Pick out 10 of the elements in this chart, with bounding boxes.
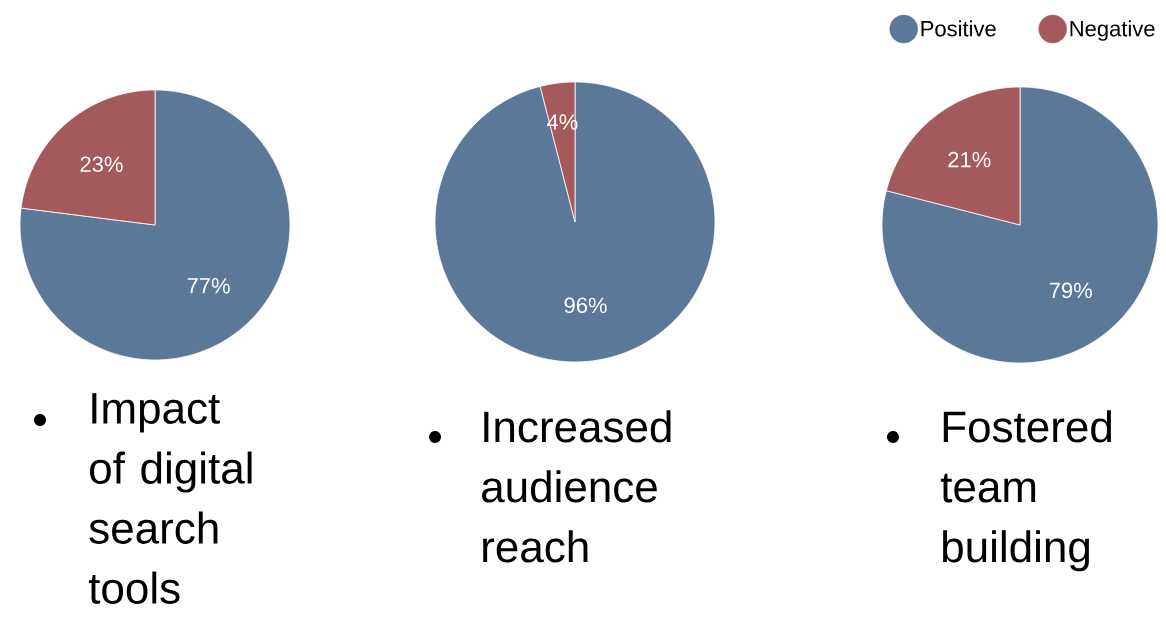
data-label: 96% [564,297,607,314]
data-label: 23% [80,156,123,173]
text: Increased audience reach [482,410,671,563]
text: Impact of digital search tools [88,393,252,604]
data-label: 79% [1049,282,1092,299]
data-label: 21% [948,151,991,168]
text: Fostered team building [940,410,1111,572]
data-label: 77% [187,278,230,294]
legend-label: Positive [921,20,996,37]
legend-label: Negative [1070,20,1155,41]
